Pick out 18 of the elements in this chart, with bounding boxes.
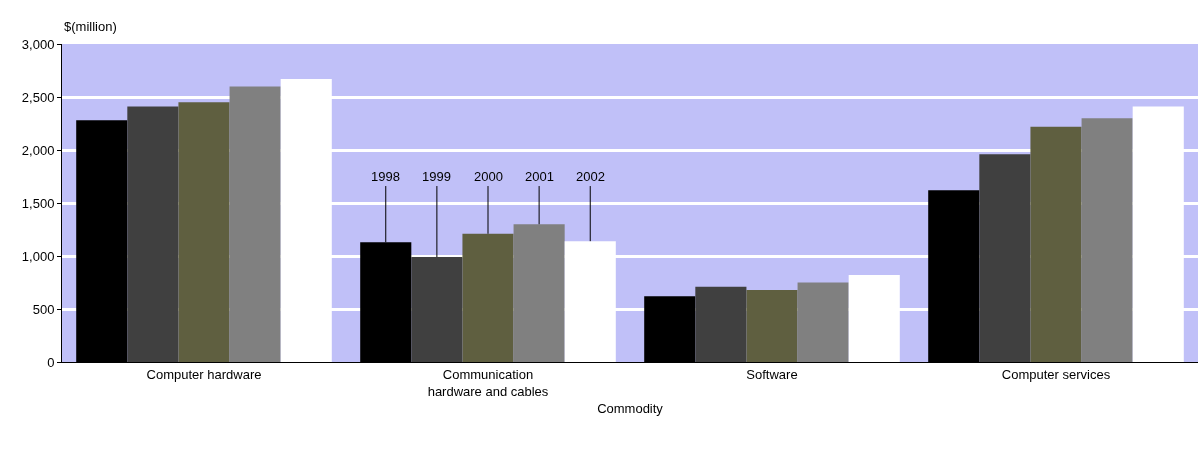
x-tick-label: Computer hardware — [146, 366, 262, 382]
y-tick-label: 1,500 — [21, 195, 55, 211]
x-axis-title: Commodity — [597, 401, 664, 417]
y-tick-label: 0 — [47, 354, 55, 370]
text: 2002 — [576, 169, 605, 184]
x-tick-label: Communication hardware and cables — [427, 366, 549, 399]
y-tick-label: 500 — [32, 301, 55, 317]
y-tick-label: 3,000 — [21, 36, 55, 52]
y-tick-label: 1,000 — [21, 248, 55, 264]
text: 2000 — [474, 169, 503, 184]
text: 1998 — [371, 169, 400, 184]
text: 1999 — [422, 169, 451, 184]
y-tick-label: 2,000 — [21, 142, 55, 158]
x-tick-label: Computer services — [1001, 366, 1111, 382]
x-tick-label: Software — [746, 366, 798, 382]
y-axis-title: $(million) — [64, 19, 117, 34]
y-tick-label: 2,500 — [21, 89, 55, 105]
text: 2001 — [525, 169, 554, 184]
